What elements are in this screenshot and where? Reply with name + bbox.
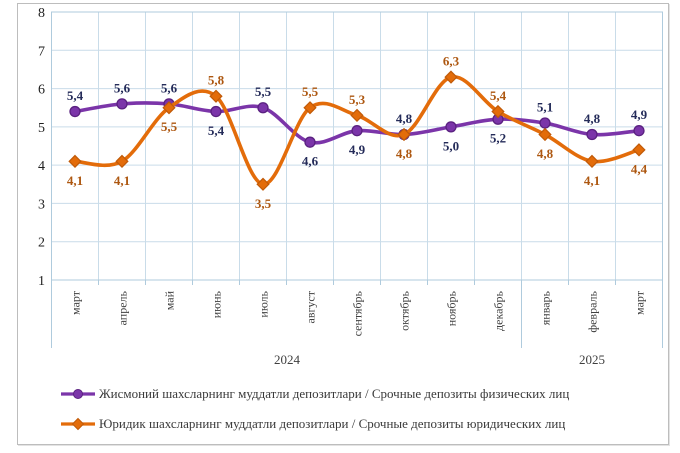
data-point-diamond: [68, 154, 82, 168]
x-axis-month-label: декабрь: [492, 290, 506, 331]
x-axis-month-label: март: [69, 290, 83, 315]
x-axis-month-label: март: [633, 290, 647, 315]
data-point-diamond: [209, 89, 223, 103]
x-axis-month-label: июль: [257, 290, 271, 317]
data-label: 4,9: [349, 142, 366, 157]
data-point-circle: [539, 117, 551, 129]
y-axis-tick-label: 8: [38, 6, 45, 21]
data-point-diamond: [303, 101, 317, 115]
x-axis-month-label: апрель: [116, 290, 130, 325]
x-axis-month-label: май: [163, 290, 177, 310]
y-axis-tick-label: 7: [38, 44, 45, 59]
data-point-circle: [586, 128, 598, 141]
legend-label-legal-entity-deposits: Юридик шахсларнинг муддатли депозитлари …: [99, 416, 566, 431]
data-label: 5,5: [302, 84, 319, 99]
legend-item-individual-deposits: Жисмоний шахсларнинг муддатли депозитлар…: [60, 386, 569, 402]
legend-label-individual-deposits: Жисмоний шахсларнинг муддатли депозитлар…: [99, 386, 570, 401]
chart-frame: [17, 3, 669, 445]
data-point-circle: [304, 136, 316, 148]
data-label: 4,9: [631, 107, 648, 122]
data-point-diamond: [256, 177, 270, 191]
data-label: 5,4: [208, 123, 225, 138]
data-point-circle: [351, 125, 363, 137]
data-point-diamond: [397, 127, 411, 142]
data-label: 4,8: [396, 146, 413, 161]
data-point-diamond: [115, 154, 129, 168]
data-label: 4,1: [67, 173, 83, 188]
data-point-circle: [210, 105, 222, 118]
data-label: 5,8: [208, 73, 225, 88]
data-point-circle: [445, 121, 457, 133]
data-label: 3,5: [255, 196, 272, 211]
legend-line-circle-icon: [61, 389, 95, 399]
data-point-diamond: [585, 154, 599, 168]
data-label: 5,5: [255, 84, 272, 99]
x-axis-month-label: август: [304, 290, 318, 323]
data-label: 5,4: [490, 88, 507, 103]
data-label: 4,1: [584, 173, 600, 188]
data-point-circle: [257, 102, 269, 114]
data-label: 5,1: [537, 100, 553, 115]
x-axis-month-label: сентябрь: [351, 290, 365, 336]
data-point-circle: [116, 98, 128, 110]
x-axis-month-label: февраль: [586, 290, 600, 332]
x-axis-month-label: июнь: [210, 290, 224, 318]
data-point-diamond: [350, 108, 364, 123]
y-axis-tick-label: 6: [38, 83, 45, 98]
legend: Жисмоний шахсларнинг муддатли депозитлар…: [60, 386, 569, 432]
data-label: 5,2: [490, 131, 506, 146]
data-label: 4,8: [396, 111, 413, 126]
x-axis-month-label: ноябрь: [445, 290, 459, 326]
data-label: 4,4: [631, 161, 648, 176]
y-axis-tick-label: 1: [38, 274, 45, 289]
year-label-2025: 2025: [579, 352, 605, 367]
data-label: 5,3: [349, 92, 366, 107]
plot-area-border: [51, 11, 663, 281]
data-label: 5,4: [67, 88, 84, 103]
legend-item-legal-entity-deposits: Юридик шахсларнинг муддатли депозитлари …: [60, 416, 569, 432]
data-point-diamond: [444, 70, 458, 84]
data-point-diamond: [632, 143, 646, 157]
data-point-diamond: [162, 101, 176, 115]
data-label: 4,8: [537, 146, 554, 161]
data-point-diamond: [491, 104, 505, 119]
y-axis-tick-label: 5: [38, 121, 45, 136]
data-point-circle: [69, 105, 81, 118]
data-label: 4,1: [114, 173, 130, 188]
legend-line-diamond-icon: [61, 417, 95, 431]
x-axis-month-label: январь: [539, 290, 553, 325]
y-axis-tick-label: 4: [38, 159, 45, 174]
data-label: 5,6: [114, 80, 131, 95]
data-label: 6,3: [443, 54, 460, 69]
data-point-diamond: [538, 127, 552, 142]
y-axis-tick-label: 3: [38, 197, 45, 212]
x-axis-month-label: октябрь: [398, 290, 412, 330]
year-label-2024: 2024: [274, 352, 300, 367]
data-label: 5,6: [161, 80, 178, 95]
y-axis-tick-label: 2: [38, 236, 45, 251]
data-label: 4,8: [584, 111, 601, 126]
data-label: 5,5: [161, 119, 178, 134]
data-label: 5,0: [443, 138, 459, 153]
data-point-circle: [633, 125, 645, 137]
data-label: 4,6: [302, 154, 319, 169]
